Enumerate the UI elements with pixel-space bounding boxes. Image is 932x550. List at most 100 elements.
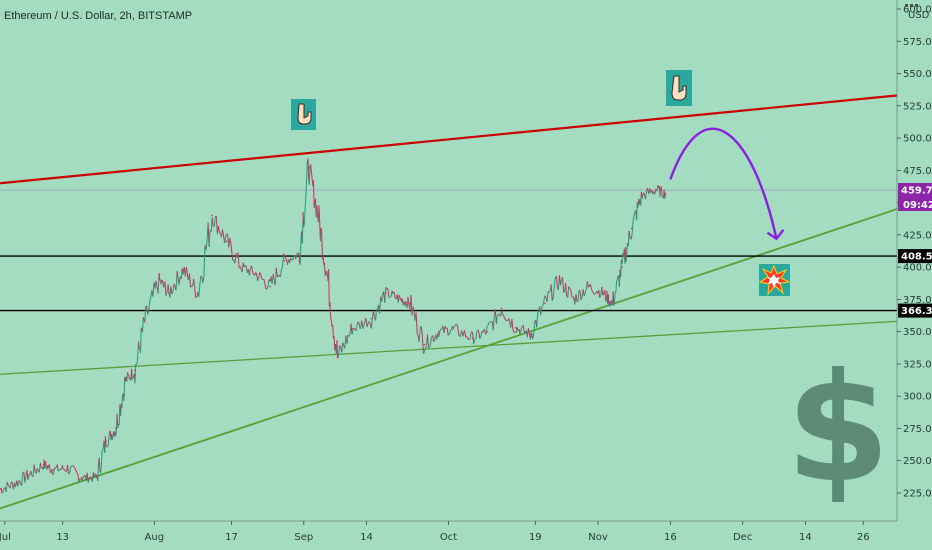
price-segment [115, 430, 117, 436]
price-segment [495, 315, 498, 324]
price-segment [473, 339, 476, 345]
price-segment [604, 289, 607, 300]
price-segment [324, 274, 327, 277]
price-segment [161, 279, 163, 281]
price-point [664, 192, 667, 195]
price-segment [479, 336, 482, 339]
price-point [385, 292, 387, 294]
price-segment [74, 467, 77, 471]
price-segment [447, 333, 450, 336]
price-segment [449, 329, 452, 332]
price-segment [239, 267, 242, 270]
price-segment [576, 300, 579, 303]
finger-down-icon [666, 70, 692, 106]
price-segment [131, 368, 133, 380]
price-segment [320, 227, 323, 232]
price-point [240, 266, 242, 268]
price-tick-label: 425.00 [903, 230, 932, 241]
price-segment [155, 280, 158, 288]
price-segment [403, 301, 405, 303]
price-segment [7, 484, 10, 488]
price-segment [264, 283, 267, 289]
price-segment [61, 465, 64, 470]
price-segment [631, 230, 633, 237]
price-axis[interactable]: 225.00 250.00 275.00 300.00 325.00 350.00 375.… [896, 0, 932, 521]
price-segment [634, 211, 636, 214]
grid-icon[interactable] [905, 4, 918, 7]
price-tick-label: 525.00 [903, 101, 932, 112]
price-segment [384, 287, 387, 303]
price-segment [136, 355, 139, 364]
rising-support-trendline[interactable] [0, 208, 898, 510]
price-tick-label: 600.00 [903, 5, 932, 16]
price-segment [167, 284, 170, 291]
time-tick-label: 13 [56, 532, 69, 543]
price-segment [591, 289, 593, 292]
price-segment [550, 284, 553, 301]
price-segment [421, 334, 424, 354]
price-segment [53, 467, 56, 471]
price-segment [189, 273, 191, 288]
price-segment [27, 475, 30, 480]
time-tick-label: Sep [294, 532, 313, 543]
price-segment [173, 283, 176, 287]
resistance-trendline[interactable] [0, 94, 898, 185]
price-segment [661, 195, 664, 198]
price-point [486, 330, 488, 333]
price-segment [565, 283, 568, 297]
price-segment [466, 336, 469, 340]
price-segment [313, 203, 316, 209]
price-segment [237, 252, 240, 268]
price-segment [512, 329, 515, 333]
price-segment [127, 372, 129, 375]
price-segment [134, 364, 137, 384]
price-segment [633, 213, 635, 218]
price-segment [225, 233, 228, 238]
price-segment [57, 469, 60, 472]
price-segment [203, 245, 206, 277]
price-segment [589, 284, 592, 290]
price-segment [457, 325, 460, 336]
price-segment [131, 378, 134, 380]
price-segment [577, 290, 580, 302]
price-segment [107, 437, 110, 446]
price-segment [603, 292, 605, 296]
price-segment [446, 327, 449, 336]
price-segment [199, 275, 202, 286]
price-tick-label: 575.00 [903, 37, 932, 48]
long-support-trendline[interactable] [0, 320, 898, 375]
price-segment [660, 186, 663, 196]
price-segment [198, 285, 201, 297]
price-segment [58, 468, 61, 471]
projection-arrow[interactable] [669, 127, 778, 239]
price-segment [544, 295, 547, 298]
price-segment [533, 322, 536, 336]
price-segment [263, 279, 266, 284]
price-segment [568, 286, 571, 289]
price-segment [308, 165, 311, 185]
price-segment [420, 326, 423, 335]
price-segment [532, 335, 535, 340]
price-segment [503, 315, 506, 319]
level-badge-label: 408.56 [901, 252, 932, 263]
price-segment [486, 324, 489, 327]
time-axis[interactable]: Jul 13 Aug 17 Sep 14 Oct 19 Nov 16 Dec 14 26 [0, 520, 897, 543]
price-segment [123, 377, 126, 401]
price-segment [132, 376, 135, 379]
price-segment [332, 325, 334, 339]
price-segment [303, 221, 305, 228]
price-point [471, 337, 474, 339]
time-tick-label: 26 [857, 532, 870, 543]
price-segment [260, 274, 263, 279]
price-segment [418, 326, 421, 342]
price-segment [492, 314, 495, 331]
price-tick-label: 275.00 [903, 424, 932, 435]
price-segment [341, 342, 344, 353]
price-segment [39, 462, 42, 469]
price-segment [30, 470, 33, 476]
price-segment [330, 320, 333, 327]
price-point [95, 476, 98, 479]
price-segment [56, 464, 59, 472]
price-point [423, 343, 426, 346]
